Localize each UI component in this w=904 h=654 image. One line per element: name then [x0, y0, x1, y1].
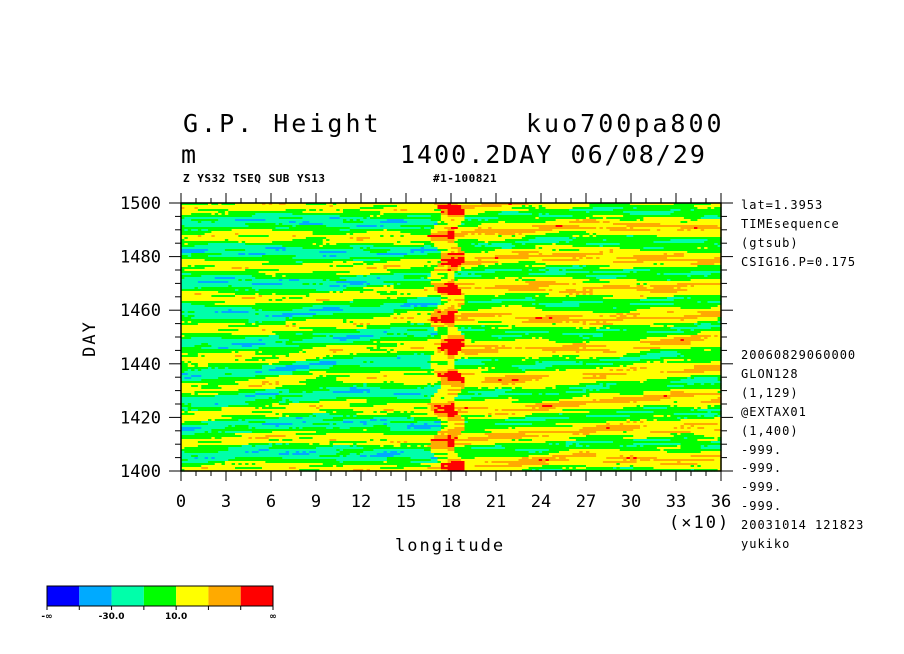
- heatmap-field: [181, 203, 722, 472]
